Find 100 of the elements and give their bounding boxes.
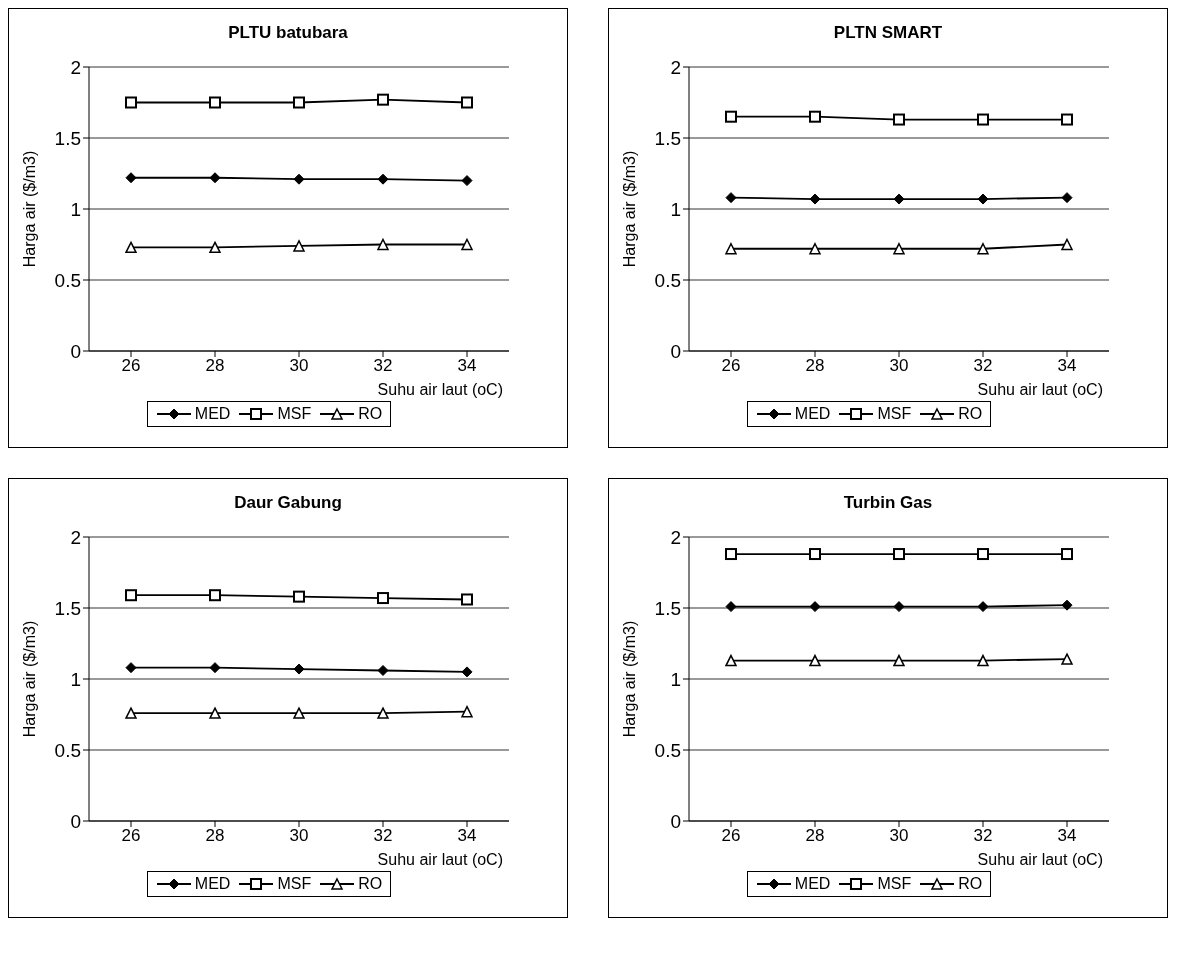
legend-label: MED <box>794 405 831 423</box>
y-tick-label: 2 <box>670 56 681 78</box>
chart-title: Turbin Gas <box>842 492 934 514</box>
point <box>977 548 989 561</box>
point <box>893 601 905 613</box>
y-tick-label: 1.5 <box>654 597 681 619</box>
point <box>977 113 989 126</box>
point <box>809 654 821 667</box>
point <box>209 662 221 674</box>
y-tick-label: 0 <box>70 340 81 362</box>
point <box>461 238 473 251</box>
point <box>209 172 221 184</box>
point <box>125 172 137 184</box>
point <box>461 96 473 109</box>
x-tick-label: 28 <box>205 356 225 376</box>
point <box>377 664 389 676</box>
y-tick-label: 1.5 <box>654 127 681 149</box>
x-tick-label: 28 <box>805 826 825 846</box>
x-axis-title: Suhu air laut (oC) <box>377 381 503 398</box>
point <box>293 173 305 185</box>
x-tick-label: 32 <box>973 356 993 376</box>
point <box>125 707 137 719</box>
point <box>125 96 137 109</box>
point <box>809 548 821 561</box>
point <box>1061 653 1073 665</box>
point <box>209 589 221 602</box>
point <box>977 654 989 667</box>
point <box>809 243 821 255</box>
y-tick-label: 0.5 <box>54 269 81 291</box>
point <box>377 707 389 719</box>
y-tick-label: 1.5 <box>54 597 81 619</box>
point <box>893 548 905 561</box>
x-axis-title: Suhu air laut (oC) <box>377 851 503 868</box>
x-tick-label: 30 <box>889 356 909 376</box>
legend-label: RO <box>358 405 383 423</box>
x-tick-label: 32 <box>373 826 393 846</box>
x-tick-label: 34 <box>1057 356 1077 376</box>
y-tick-label: 1 <box>70 668 81 690</box>
y-tick-label: 0.5 <box>654 739 681 761</box>
point <box>125 589 137 602</box>
point <box>209 707 221 719</box>
y-axis-title: Harga air ($/m3) <box>20 150 38 268</box>
legend-label: MSF <box>877 875 912 893</box>
x-axis-title: Suhu air laut (oC) <box>977 851 1103 868</box>
point <box>893 193 905 205</box>
point <box>725 548 737 561</box>
y-tick-label: 0.5 <box>54 739 81 761</box>
point <box>461 705 473 718</box>
point <box>893 654 905 667</box>
point <box>1061 192 1073 204</box>
point <box>377 93 389 106</box>
point <box>809 110 821 123</box>
point <box>125 662 137 674</box>
point <box>293 590 305 603</box>
x-tick-label: 34 <box>457 826 477 846</box>
legend-label: MED <box>194 405 231 423</box>
x-tick-label: 32 <box>373 356 393 376</box>
legend-label: MSF <box>277 405 312 423</box>
y-tick-label: 2 <box>670 526 681 548</box>
legend-label: RO <box>958 405 983 423</box>
point <box>293 707 305 719</box>
point <box>725 654 737 667</box>
legend-label: MED <box>194 875 231 893</box>
x-tick-label: 34 <box>457 356 477 376</box>
x-tick-label: 30 <box>289 826 309 846</box>
point <box>293 663 305 675</box>
legend-label: RO <box>958 875 983 893</box>
chart-title: PLTU batubara <box>227 22 349 44</box>
point <box>893 113 905 126</box>
y-axis-title: Harga air ($/m3) <box>20 620 38 738</box>
x-tick-label: 34 <box>1057 826 1077 846</box>
point <box>377 238 389 251</box>
y-tick-label: 0.5 <box>654 269 681 291</box>
y-tick-label: 1 <box>670 668 681 690</box>
point <box>209 96 221 109</box>
point <box>293 240 305 252</box>
point <box>809 193 821 205</box>
legend-label: MED <box>794 875 831 893</box>
y-axis-title: Harga air ($/m3) <box>620 150 638 268</box>
x-tick-label: 30 <box>289 356 309 376</box>
x-tick-label: 26 <box>721 356 741 376</box>
point <box>809 601 821 613</box>
chart-title: Daur Gabung <box>233 492 343 514</box>
y-axis-title: Harga air ($/m3) <box>620 620 638 738</box>
y-tick-label: 1.5 <box>54 127 81 149</box>
y-tick-label: 1 <box>70 198 81 220</box>
chart-title: PLTN SMART <box>832 22 944 44</box>
legend-label: RO <box>358 875 383 893</box>
point <box>461 593 473 606</box>
legend-label: MSF <box>277 875 312 893</box>
point <box>377 592 389 605</box>
x-tick-label: 32 <box>973 826 993 846</box>
y-tick-label: 0 <box>70 810 81 832</box>
y-tick-label: 0 <box>670 340 681 362</box>
point <box>209 241 221 254</box>
y-tick-label: 2 <box>70 526 81 548</box>
point <box>1061 113 1073 126</box>
point <box>725 110 737 123</box>
y-tick-label: 0 <box>670 810 681 832</box>
point <box>125 241 137 254</box>
